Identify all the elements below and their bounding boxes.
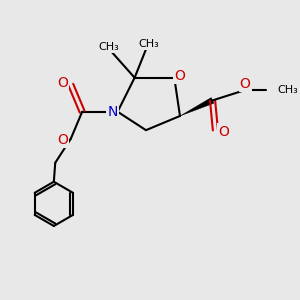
Text: O: O <box>218 124 229 139</box>
Text: N: N <box>107 105 118 119</box>
Text: CH₃: CH₃ <box>138 39 159 49</box>
Text: O: O <box>240 77 250 91</box>
Text: O: O <box>174 69 185 83</box>
Polygon shape <box>180 98 214 116</box>
Text: O: O <box>58 133 68 147</box>
Text: O: O <box>58 76 68 90</box>
Text: CH₃: CH₃ <box>99 42 119 52</box>
Text: CH₃: CH₃ <box>277 85 298 95</box>
